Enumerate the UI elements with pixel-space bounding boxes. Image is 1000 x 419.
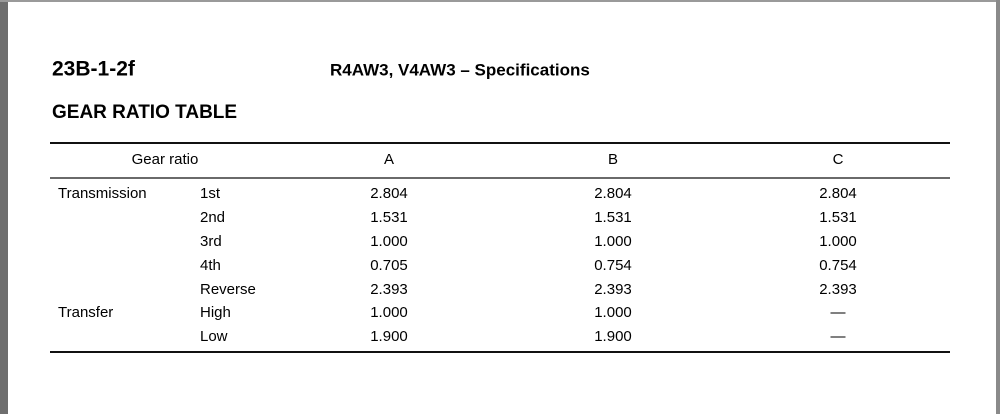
- ratio-value: 1.900: [370, 328, 408, 345]
- page-code: 23B-1-2f: [52, 58, 136, 81]
- ratio-value: 0.705: [370, 257, 408, 274]
- row-gear: 2nd: [200, 209, 225, 226]
- right-border: [996, 0, 1000, 414]
- column-header: C: [833, 151, 844, 168]
- row-gear: Low: [200, 328, 228, 345]
- ratio-value: —: [831, 304, 846, 321]
- row-gear: 3rd: [200, 233, 222, 250]
- ratio-value: 1.531: [594, 209, 632, 226]
- ratio-value: 2.804: [819, 185, 857, 202]
- ratio-value: 0.754: [819, 257, 857, 274]
- ratio-value: 2.393: [370, 281, 408, 298]
- row-group: Transfer: [58, 304, 113, 321]
- ratio-value: 2.393: [819, 281, 857, 298]
- ratio-value: 1.000: [819, 233, 857, 250]
- column-header: A: [384, 151, 394, 168]
- top-border: [0, 0, 1000, 2]
- row-gear: Reverse: [200, 281, 256, 298]
- ratio-value: 1.531: [370, 209, 408, 226]
- row-gear: High: [200, 304, 231, 321]
- ratio-value: 1.531: [819, 209, 857, 226]
- ratio-value: 2.804: [370, 185, 408, 202]
- section-title: GEAR RATIO TABLE: [52, 102, 237, 123]
- ratio-value: 2.393: [594, 281, 632, 298]
- left-border: [0, 0, 8, 414]
- column-header: B: [608, 151, 618, 168]
- column-header: Gear ratio: [132, 151, 199, 168]
- ratio-value: 1.000: [370, 233, 408, 250]
- page-title: R4AW3, V4AW3 – Specifications: [330, 60, 590, 79]
- ratio-value: 1.000: [594, 233, 632, 250]
- ratio-value: 0.754: [594, 257, 632, 274]
- ratio-value: 1.000: [370, 304, 408, 321]
- row-gear: 1st: [200, 185, 221, 202]
- ratio-value: 2.804: [594, 185, 632, 202]
- row-group: Transmission: [58, 185, 147, 202]
- ratio-value: 1.000: [594, 304, 632, 321]
- table: Gear ratio A B C Transmission 1st 2.804 2.804 2.…: [58, 151, 857, 345]
- ratio-value: —: [831, 328, 846, 345]
- row-gear: 4th: [200, 257, 221, 274]
- ratio-value: 1.900: [594, 328, 632, 345]
